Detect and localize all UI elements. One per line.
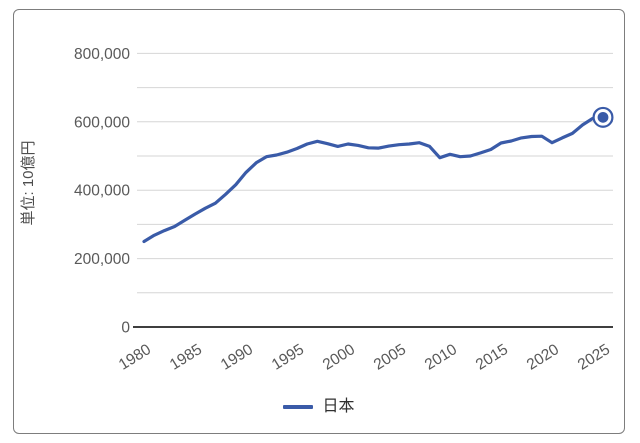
x-tick-label: 1995 [269, 341, 307, 374]
legend-line-swatch [283, 405, 314, 409]
x-tick-label: 2005 [371, 341, 409, 374]
x-tick-label: 2000 [320, 341, 359, 374]
x-tick-label: 2020 [524, 341, 563, 374]
x-axis-tick-labels: 1980 1985 1990 1995 2000 2005 2010 2015 2020 2025 [116, 341, 613, 374]
marker-dot [597, 111, 609, 123]
last-data-point-marker [592, 106, 614, 128]
x-tick-label: 2010 [422, 341, 461, 374]
y-tick-label: 400,000 [74, 183, 130, 200]
x-tick-label: 1990 [218, 341, 257, 374]
y-tick-label: 200,000 [74, 251, 130, 268]
y-tick-label: 800,000 [74, 46, 130, 63]
japan-gdp-line [142, 115, 605, 244]
chart-legend: 日本 [13, 399, 625, 415]
y-axis-unit-label: 単位: 10億円 [20, 140, 37, 225]
x-tick-label: 1985 [167, 341, 205, 374]
x-tick-label: 2025 [575, 341, 613, 374]
gridlines [137, 52, 613, 294]
x-tick-label: 2015 [473, 341, 511, 374]
x-tick-label: 1980 [116, 341, 155, 374]
legend-series-label: 日本 [322, 398, 355, 415]
chart-frame [13, 9, 625, 434]
y-tick-label: 600,000 [74, 114, 130, 131]
y-axis-tick-labels: 0 200,000 400,000 600,000 800,000 [74, 46, 130, 337]
y-tick-label: 0 [121, 320, 130, 337]
